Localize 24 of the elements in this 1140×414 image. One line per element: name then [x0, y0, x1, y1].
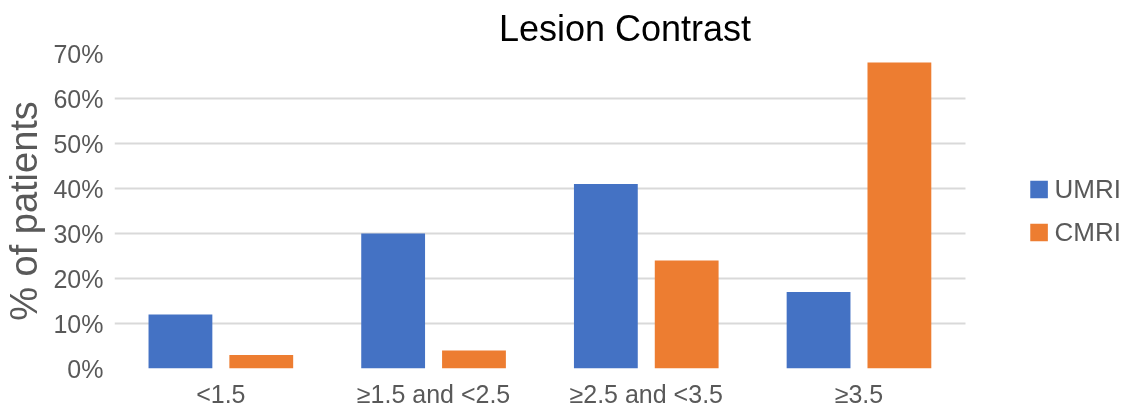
- x-tick-label: ≥3.5: [834, 379, 884, 408]
- bar: [442, 350, 506, 369]
- y-tick-label: 60%: [53, 84, 104, 113]
- legend-label: UMRI: [1054, 173, 1121, 205]
- bar: [654, 260, 719, 369]
- bar: [867, 62, 932, 369]
- x-tick-label: ≥1.5 and <2.5: [356, 379, 511, 408]
- chart-title: Lesion Contrast: [498, 7, 752, 49]
- bar: [573, 184, 638, 369]
- legend-label: CMRI: [1054, 216, 1121, 248]
- y-tick-label: 30%: [53, 219, 104, 248]
- bar: [786, 292, 851, 369]
- bar: [361, 233, 426, 369]
- y-axis-title: % of patients: [3, 101, 46, 321]
- x-tick-label: <1.5: [196, 379, 246, 408]
- y-tick-label: 70%: [53, 39, 104, 68]
- bar: [148, 314, 213, 369]
- x-tick-label: ≥2.5 and <3.5: [569, 379, 723, 408]
- y-tick-label: 40%: [53, 174, 104, 203]
- y-tick-label: 0%: [67, 354, 104, 383]
- y-tick-label: 20%: [53, 264, 104, 293]
- y-tick-label: 10%: [53, 309, 104, 338]
- y-tick-label: 50%: [53, 129, 104, 158]
- bar: [229, 355, 294, 369]
